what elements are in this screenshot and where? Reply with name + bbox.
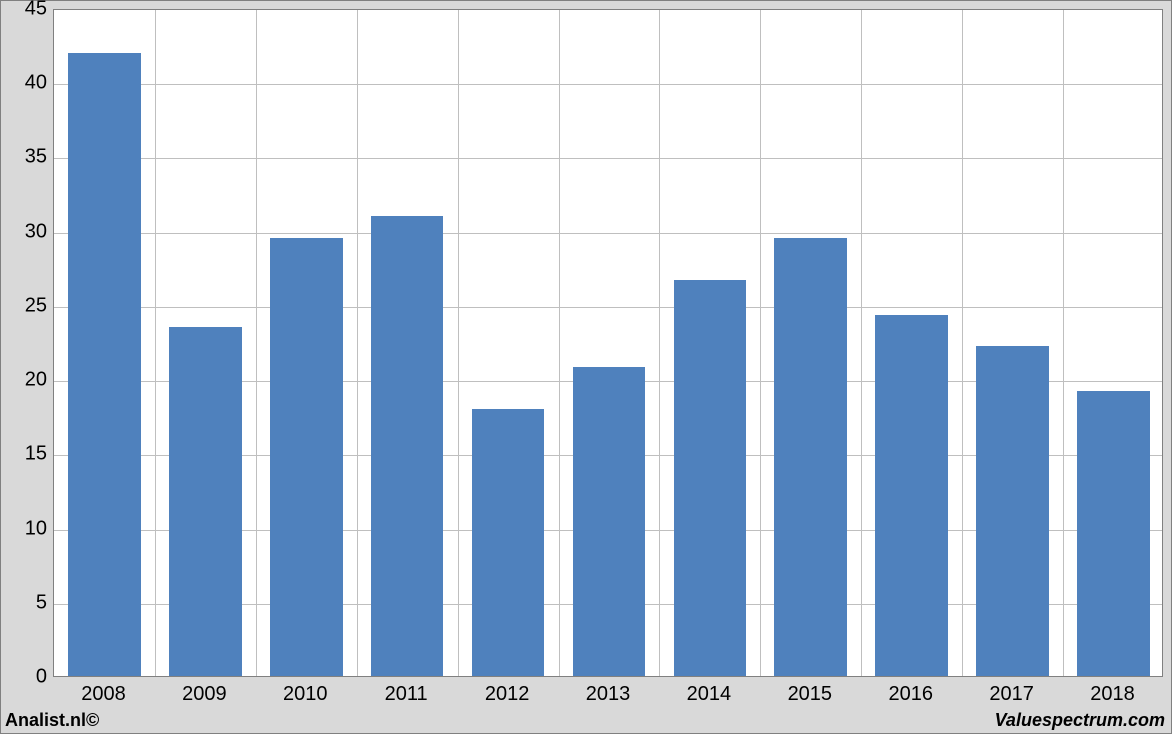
bar [169,327,242,676]
y-tick-label: 10 [7,517,47,540]
x-tick-label: 2015 [788,683,833,706]
bar [371,216,444,676]
x-tick-label: 2010 [283,683,328,706]
gridline-v [357,10,358,676]
bar [573,367,646,676]
gridline-v [962,10,963,676]
x-tick-label: 2011 [385,683,428,706]
bar [270,238,343,676]
bar [774,238,847,676]
y-tick-label: 45 [7,0,47,21]
gridline-v [659,10,660,676]
x-tick-label: 2018 [1090,683,1135,706]
y-tick-label: 0 [7,666,47,689]
gridline-v [861,10,862,676]
bar [1077,391,1150,676]
bar [976,346,1049,676]
y-tick-label: 40 [7,72,47,95]
gridline-v [458,10,459,676]
x-tick-label: 2017 [989,683,1034,706]
gridline-h [54,307,1162,308]
chart-frame: 0 5 10 15 20 25 30 35 40 45 2008 2009 2010 2011 2012 2… [0,0,1172,734]
y-tick-label: 25 [7,294,47,317]
x-tick-label: 2014 [687,683,732,706]
footer-right-label: Valuespectrum.com [995,710,1165,731]
y-tick-label: 30 [7,220,47,243]
bar [472,409,545,676]
gridline-h [54,84,1162,85]
bar [674,280,747,676]
x-tick-label: 2008 [81,683,126,706]
y-tick-label: 35 [7,146,47,169]
gridline-v [155,10,156,676]
x-tick-label: 2013 [586,683,631,706]
gridline-h [54,233,1162,234]
gridline-v [559,10,560,676]
y-tick-label: 15 [7,443,47,466]
y-tick-label: 5 [7,591,47,614]
x-tick-label: 2012 [485,683,530,706]
gridline-v [1063,10,1064,676]
plot-area [53,9,1163,677]
x-tick-label: 2009 [182,683,227,706]
y-tick-label: 20 [7,369,47,392]
gridline-h [54,158,1162,159]
bar [875,315,948,676]
bar [68,53,141,676]
gridline-v [256,10,257,676]
footer-left-label: Analist.nl© [5,710,99,731]
x-tick-label: 2016 [888,683,933,706]
gridline-v [760,10,761,676]
